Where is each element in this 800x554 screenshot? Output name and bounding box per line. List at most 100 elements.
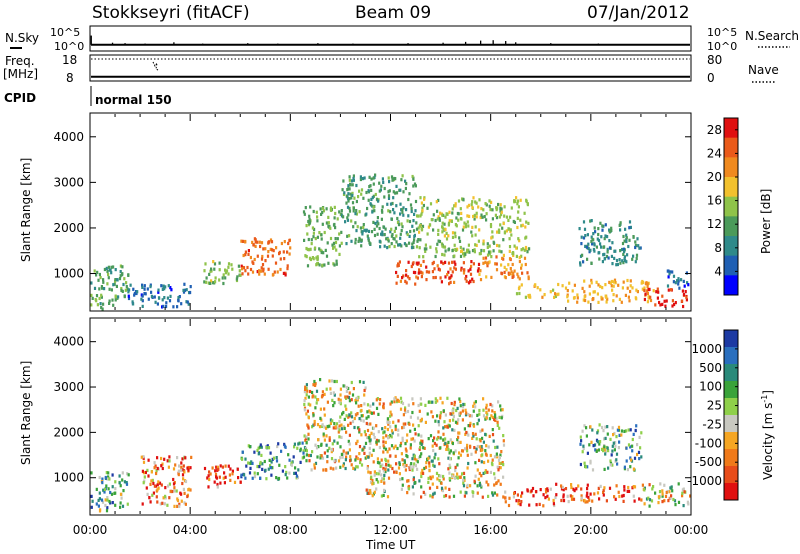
echo-cell (502, 495, 505, 499)
echo-cell (444, 486, 447, 490)
echo-cell (494, 213, 497, 217)
echo-cell (598, 423, 601, 427)
echo-cell (325, 221, 328, 225)
echo-cell (182, 288, 185, 292)
echo-cell (143, 475, 146, 479)
echo-cell (632, 235, 635, 239)
echo-cell (332, 241, 336, 245)
echo-cell (629, 225, 632, 229)
echo-cell (348, 391, 351, 395)
echo-cell (147, 297, 150, 301)
nsky-yrbottom: 10^0 (707, 40, 737, 53)
echo-cell (448, 424, 451, 428)
echo-cell (239, 480, 242, 484)
echo-cell (161, 298, 164, 302)
echo-cell (492, 240, 495, 244)
echo-cell (363, 228, 366, 232)
echo-cell (628, 226, 631, 230)
echo-cell (451, 270, 454, 274)
echo-cell (284, 445, 287, 449)
echo-cell (231, 267, 234, 271)
echo-cell (457, 212, 460, 216)
echo-cell (110, 288, 113, 292)
echo-cell (672, 497, 675, 502)
echo-cell (172, 477, 175, 482)
echo-cell (415, 458, 418, 462)
echo-cell (478, 412, 481, 416)
echo-cell (269, 247, 272, 251)
echo-cell (462, 471, 466, 475)
echo-cell (469, 444, 472, 448)
echo-cell (614, 441, 617, 445)
echo-cell (157, 288, 160, 292)
echo-cell (339, 456, 342, 460)
echo-cell (348, 187, 351, 191)
echo-cell (449, 412, 452, 416)
echo-cell (403, 242, 406, 246)
echo-cell (435, 471, 439, 475)
echo-cell (422, 259, 425, 264)
echo-cell (489, 223, 493, 227)
echo-cell (284, 473, 287, 477)
echo-cell (123, 480, 126, 484)
echo-cell (335, 422, 339, 426)
echo-cell (98, 475, 101, 480)
echo-cell (562, 488, 565, 492)
echo-cell (340, 423, 343, 427)
echo-cell (287, 453, 290, 457)
echo-cell (572, 497, 576, 501)
echo-cell (146, 287, 149, 291)
echo-cell (386, 202, 389, 206)
echo-cell (507, 263, 510, 267)
echo-cell (358, 210, 361, 214)
echo-cell (110, 265, 113, 269)
echo-cell (258, 269, 261, 273)
echo-cell (560, 498, 563, 503)
echo-cell (311, 425, 314, 429)
echo-cell (450, 219, 453, 223)
echo-cell (412, 465, 415, 469)
velocity-ylabel: Slant Range [km] (19, 361, 33, 465)
echo-cell (515, 196, 518, 200)
echo-cell (449, 465, 452, 469)
echo-cell (335, 262, 338, 266)
echo-cell (447, 221, 451, 225)
echo-cell (451, 474, 454, 478)
echo-cell (240, 473, 243, 477)
echo-cell (408, 234, 411, 238)
echo-cell (236, 467, 239, 471)
echo-cell (307, 432, 310, 436)
echo-cell (510, 270, 513, 274)
echo-cell (102, 302, 105, 306)
echo-cell (425, 278, 428, 282)
echo-cell (217, 467, 220, 471)
echo-cell (594, 448, 597, 452)
echo-cell (337, 430, 340, 434)
echo-cell (608, 486, 612, 490)
echo-cell (607, 256, 610, 260)
echo-cell (356, 225, 359, 229)
echo-cell (333, 205, 336, 209)
echo-cell (481, 436, 484, 440)
echo-cell (380, 473, 383, 477)
echo-cell (436, 477, 439, 481)
echo-cell (463, 476, 466, 480)
echo-cell (390, 444, 394, 448)
velocity-cbar-segment (724, 330, 738, 348)
echo-cell (480, 445, 483, 449)
echo-cell (429, 202, 433, 206)
echo-cell (678, 286, 681, 290)
echo-cell (273, 270, 276, 274)
echo-cell (444, 413, 447, 417)
echo-cell (413, 212, 416, 216)
echo-cell (494, 262, 497, 266)
echo-cell (403, 460, 406, 464)
echo-cell (615, 263, 618, 267)
echo-cell (458, 397, 461, 401)
power-cbar-frame (723, 117, 739, 296)
echo-cell (520, 500, 523, 504)
echo-cell (350, 196, 353, 200)
echo-cell (367, 415, 370, 419)
echo-cell (265, 477, 268, 481)
echo-cell (310, 468, 313, 472)
